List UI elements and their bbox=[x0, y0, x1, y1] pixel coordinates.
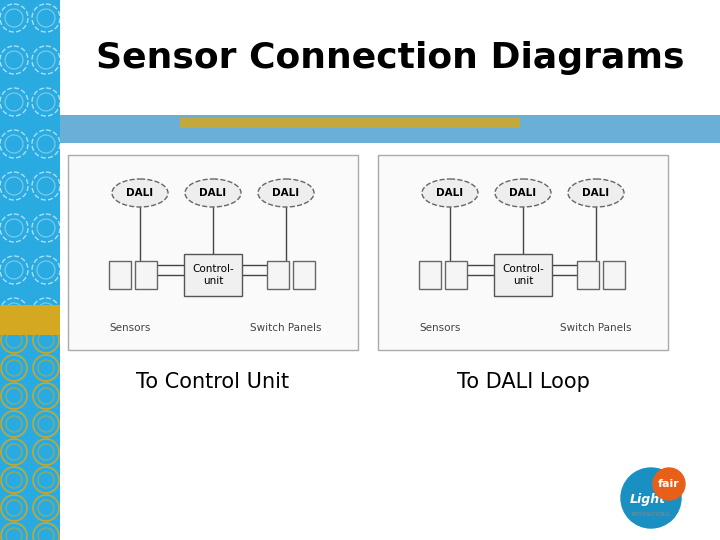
Bar bbox=[494, 254, 552, 296]
Bar bbox=[419, 261, 441, 289]
Circle shape bbox=[653, 468, 685, 500]
Text: Control-
unit: Control- unit bbox=[502, 264, 544, 286]
Bar bbox=[577, 261, 599, 289]
Text: Switch Panels: Switch Panels bbox=[560, 323, 631, 333]
Ellipse shape bbox=[112, 179, 168, 207]
Bar bbox=[0, 0, 60, 540]
Text: Sensor Connection Diagrams: Sensor Connection Diagrams bbox=[96, 41, 684, 75]
Text: To Control Unit: To Control Unit bbox=[136, 372, 289, 392]
Bar bbox=[60, 115, 720, 143]
Bar bbox=[109, 261, 131, 289]
Bar bbox=[184, 254, 242, 296]
Text: Sensors: Sensors bbox=[109, 323, 150, 333]
Text: To DALI Loop: To DALI Loop bbox=[456, 372, 590, 392]
Ellipse shape bbox=[422, 179, 478, 207]
Ellipse shape bbox=[258, 179, 314, 207]
Bar bbox=[603, 261, 625, 289]
Text: DALI: DALI bbox=[436, 188, 464, 198]
Text: DALI: DALI bbox=[582, 188, 610, 198]
Bar bbox=[267, 261, 289, 289]
Bar bbox=[180, 118, 520, 128]
Text: Sensors: Sensors bbox=[419, 323, 461, 333]
Bar bbox=[68, 155, 358, 350]
Bar bbox=[445, 261, 467, 289]
Text: DALI: DALI bbox=[272, 188, 300, 198]
Bar bbox=[378, 155, 668, 350]
Circle shape bbox=[621, 468, 681, 528]
Text: INTERNATIONAL: INTERNATIONAL bbox=[631, 511, 671, 516]
Bar bbox=[135, 261, 157, 289]
Text: Switch Panels: Switch Panels bbox=[251, 323, 322, 333]
Ellipse shape bbox=[568, 179, 624, 207]
Text: fair: fair bbox=[658, 479, 680, 489]
Ellipse shape bbox=[495, 179, 551, 207]
Text: Control-
unit: Control- unit bbox=[192, 264, 234, 286]
Text: DALI: DALI bbox=[199, 188, 227, 198]
Text: DALI: DALI bbox=[510, 188, 536, 198]
Bar bbox=[293, 261, 315, 289]
Text: Light: Light bbox=[630, 494, 666, 507]
Text: DALI: DALI bbox=[127, 188, 153, 198]
Bar bbox=[0, 305, 60, 335]
Ellipse shape bbox=[185, 179, 241, 207]
